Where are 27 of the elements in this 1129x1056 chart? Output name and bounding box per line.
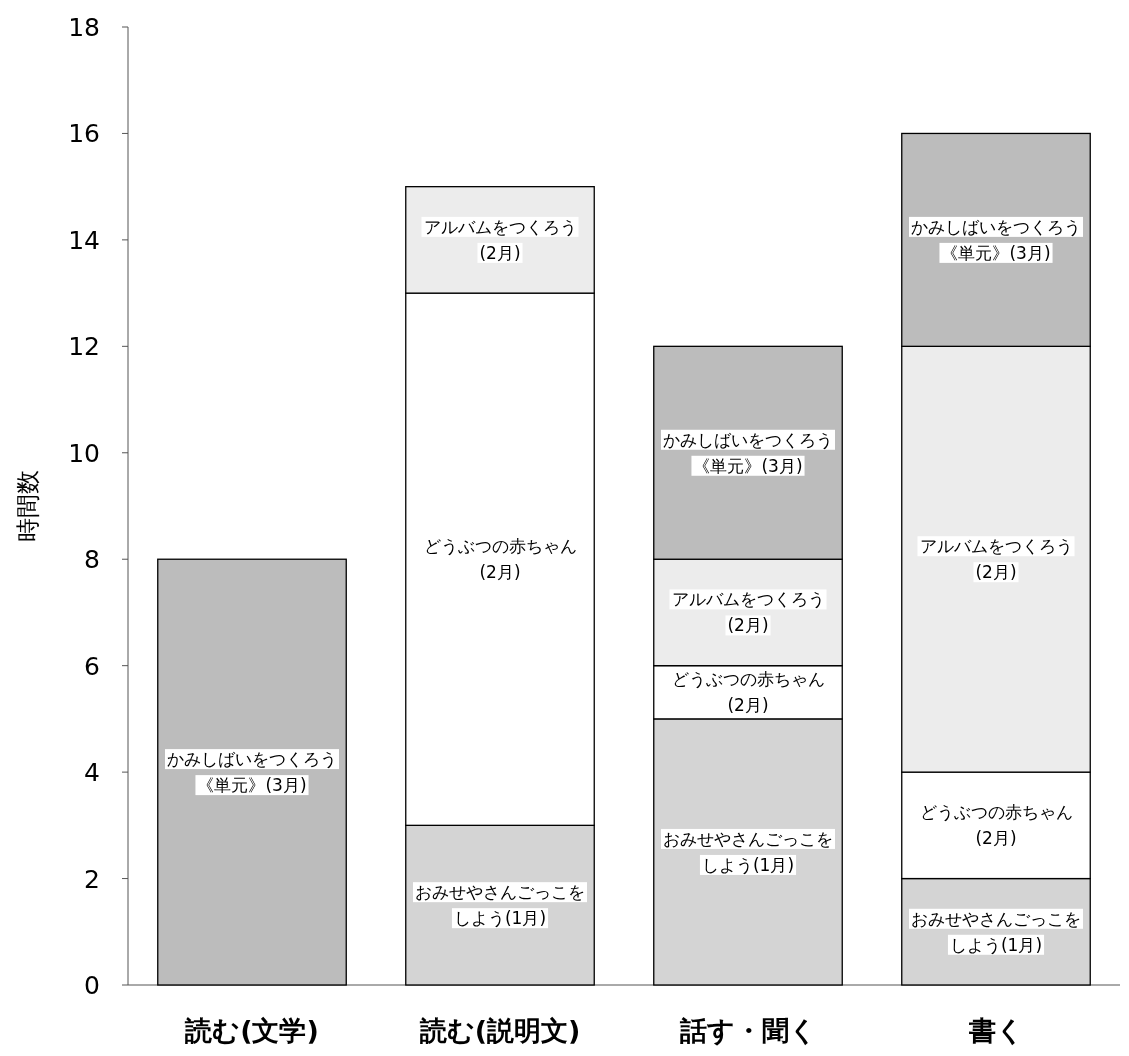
text: どうぶつの赤ちゃん(2月) [919,802,1073,849]
text: どうぶつの赤ちゃん(2月) [423,536,577,583]
y-tick-label: 8 [84,545,100,575]
x-tick-label: 読む(文学) [184,1015,319,1046]
series-label: おみせやさんごっこをしよう(1月) [415,882,585,929]
y-tick-label: 2 [84,864,100,894]
y-axis-title: 時間数 [14,470,42,542]
y-tick-label: 18 [68,13,100,42]
text: アルバムをつくろう(2月) [919,536,1073,583]
text: アルバムをつくろう(2月) [671,589,825,636]
y-tick-label: 6 [84,651,100,681]
series-label: どうぶつの赤ちゃん(2月) [671,669,825,716]
x-tick-label: 話す・聞く [678,1015,817,1046]
x-tick-label: 読む(説明文) [418,1015,581,1046]
text: かみしばいをつくろう《単元》(3月) [911,216,1081,263]
y-tick-label: 16 [68,119,100,149]
y-tick-label: 4 [84,758,100,788]
text: かみしばいをつくろう《単元》(3月) [663,429,833,476]
y-tick-label: 14 [68,225,100,255]
x-tick-label: 書く [967,1015,1024,1046]
y-tick-label: 10 [68,438,100,468]
series-label: かみしばいをつくろう《単元》(3月) [167,749,337,796]
text: おみせやさんごっこをしよう(1月) [911,908,1081,955]
text: おみせやさんごっこをしよう(1月) [663,828,833,875]
series-label: アルバムをつくろう(2月) [423,216,577,263]
y-tick-label: 12 [68,332,100,362]
y-tick-label: 0 [84,971,100,1000]
